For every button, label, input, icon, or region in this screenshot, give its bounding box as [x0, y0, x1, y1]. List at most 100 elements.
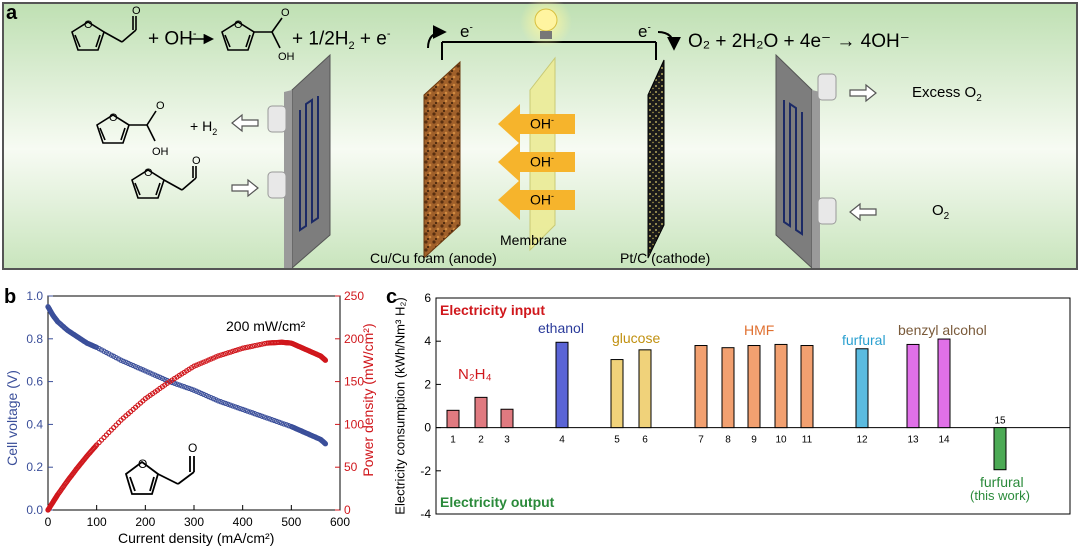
- y-tick-label-left: 0.6: [26, 375, 43, 389]
- data-point-left: [215, 398, 221, 404]
- svg-text:OH: OH: [152, 146, 169, 158]
- x-tick-label: 200: [135, 515, 155, 529]
- y-tick-label-c: 2: [424, 377, 431, 391]
- bar-9: [747, 345, 761, 429]
- y-tick-label-left: 0.8: [26, 332, 43, 346]
- data-point-right: [93, 443, 99, 449]
- svg-text:O: O: [132, 5, 141, 17]
- y-tick-label-c: 0: [424, 421, 431, 435]
- data-point-left: [142, 368, 148, 374]
- y-tick-label-c: 6: [424, 291, 431, 305]
- x-axis-label-b: Current density (mA/cm²): [118, 530, 275, 546]
- group-label-ethanol: ethanol: [538, 320, 584, 336]
- data-point-left: [164, 377, 170, 384]
- data-point-left: [149, 371, 156, 377]
- data-point-left: [181, 384, 187, 390]
- data-point-left: [128, 361, 134, 368]
- data-point-left: [261, 414, 268, 420]
- svg-text:OH: OH: [278, 51, 295, 63]
- data-point-right: [249, 343, 256, 349]
- membrane-caption: Membrane: [500, 232, 567, 248]
- bar-13: [906, 343, 920, 429]
- data-point-left: [240, 406, 246, 413]
- y-axis-right-label-b: Power density (mW/cm²): [360, 323, 376, 477]
- data-point-left: [218, 399, 224, 405]
- data-point-left: [193, 388, 200, 394]
- inlet-arrow-right: [849, 202, 877, 222]
- svg-text:O: O: [281, 7, 290, 19]
- data-point-right: [259, 341, 265, 347]
- data-point-right: [244, 344, 251, 350]
- data-point-left: [174, 381, 180, 387]
- y-axis-left-label-b: Cell voltage (V): [4, 370, 20, 466]
- bar-10: [774, 343, 788, 429]
- electron-label-left: e-: [460, 22, 473, 41]
- data-point-right: [242, 345, 248, 351]
- group-label-furfural: furfural: [842, 332, 886, 348]
- data-point-right: [230, 348, 236, 354]
- x-tick-label: 500: [281, 515, 301, 529]
- left-flow-plate: [267, 53, 331, 270]
- group-label-glucose: glucose: [612, 330, 661, 346]
- group-label-furfural-this-work: furfural: [980, 474, 1024, 490]
- bar-8: [721, 347, 735, 429]
- plot-area-b: [47, 295, 341, 511]
- data-point-right: [252, 342, 258, 349]
- y-tick-label-c: -2: [420, 464, 431, 478]
- category-label: 14: [938, 435, 950, 446]
- furfural-structure-left: [131, 166, 197, 199]
- svg-text:O: O: [192, 155, 201, 167]
- data-point-left: [222, 400, 229, 407]
- inlet-arrow-left: [231, 178, 259, 198]
- bar-4: [555, 341, 569, 429]
- polarization-chart: 0.0 0.2 0.4 0.6 0.8 1.0 0 50 100 150 200 250 0 100 2…: [26, 289, 364, 529]
- svg-text:O: O: [234, 19, 243, 31]
- data-point-left: [176, 382, 183, 388]
- data-point-right: [257, 341, 263, 348]
- category-label: 12: [856, 435, 868, 446]
- data-point-left: [278, 420, 285, 426]
- data-point-left: [276, 419, 282, 425]
- o2-inlet-label: O2: [932, 202, 950, 222]
- group-label-hmf: HMF: [744, 322, 775, 338]
- category-label: 7: [698, 435, 704, 446]
- data-point-left: [242, 407, 248, 413]
- hydroxide-label-3: OH-: [530, 191, 554, 208]
- bar-6: [638, 349, 652, 429]
- anode-equation-part1: + OH-: [148, 28, 197, 50]
- data-point-right: [237, 346, 243, 352]
- data-point-left: [232, 404, 239, 410]
- peak-power-annotation: 200 mW/cm²: [226, 318, 306, 334]
- data-point-left: [283, 422, 290, 428]
- group-label-hydrazine: N₂H₄: [458, 366, 492, 383]
- category-label: 10: [775, 435, 787, 446]
- y-tick-label-left: 0.0: [26, 503, 43, 517]
- y-tick-label-right: 150: [344, 375, 364, 389]
- furoic-acid-structure-left: [96, 110, 157, 144]
- data-point-left: [157, 374, 163, 380]
- furan-o-label: O: [84, 19, 93, 31]
- data-point-left: [259, 413, 265, 419]
- data-point-left: [225, 401, 231, 407]
- data-point-right: [215, 353, 221, 359]
- panel-a-label: a: [6, 2, 18, 24]
- carbon-cathode: [647, 59, 665, 259]
- data-point-right: [193, 362, 200, 368]
- furfural-structure-inset: [124, 456, 195, 495]
- data-point-left: [184, 384, 190, 391]
- bar-5: [610, 359, 624, 429]
- y-tick-label-right: 200: [344, 332, 364, 346]
- data-point-right: [240, 345, 246, 351]
- data-point-right: [254, 342, 260, 348]
- group-label-benzyl-alcohol: benzyl alcohol: [898, 322, 987, 338]
- data-point-left: [186, 385, 192, 392]
- bar-11: [800, 345, 814, 429]
- electricity-input-label: Electricity input: [440, 302, 546, 318]
- category-label: 8: [725, 435, 731, 446]
- data-point-left: [247, 409, 253, 415]
- svg-text:O: O: [109, 112, 118, 124]
- data-point-right: [208, 356, 214, 362]
- category-label: 1: [450, 435, 456, 446]
- data-point-right: [201, 359, 207, 365]
